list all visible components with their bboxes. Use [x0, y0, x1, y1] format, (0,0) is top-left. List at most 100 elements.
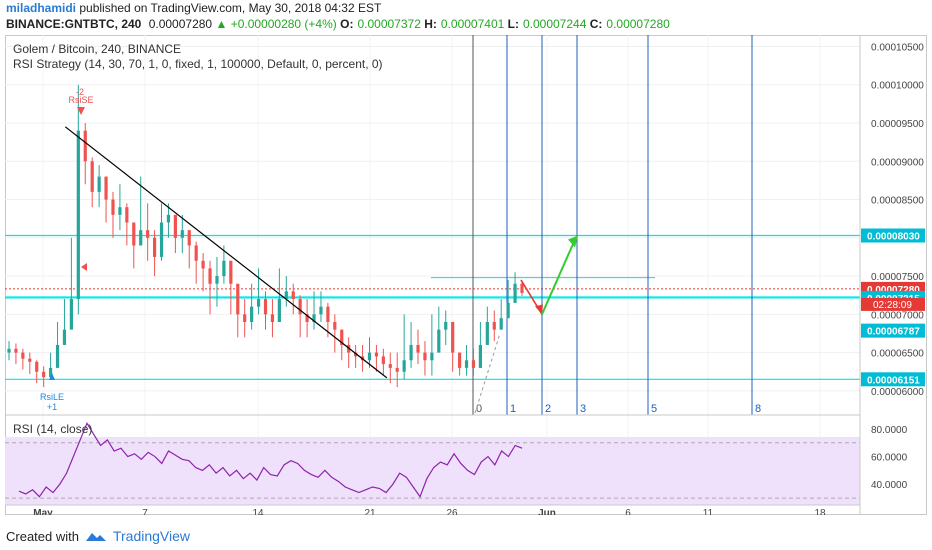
candle-body — [35, 361, 39, 372]
candle-body — [104, 176, 108, 200]
fib-zone-label: 1 — [510, 403, 516, 415]
rsi-tick-label: 40.0000 — [871, 480, 908, 491]
candle-body — [48, 367, 53, 378]
price-tag-bg — [861, 228, 925, 243]
candle-body — [42, 371, 46, 378]
candle-body — [7, 348, 11, 353]
price-tag-text: 0.00008030 — [867, 232, 920, 243]
price-tick-label: 0.00007000 — [871, 310, 924, 321]
price-tag-bg — [861, 323, 925, 338]
time-tick-label: 14 — [252, 508, 264, 515]
high-value: 0.00007401 — [440, 17, 505, 31]
time-tick-label: 26 — [446, 508, 458, 515]
author-link[interactable]: miladhamidi — [6, 1, 77, 15]
time-tick-label: 21 — [364, 508, 376, 515]
candle-body — [201, 260, 205, 269]
candle-body — [430, 352, 434, 361]
candle-body — [464, 360, 469, 368]
candle-body — [236, 283, 240, 315]
price-axis: 0.00010500 0.00010000 0.00009500 0.00009000… — [5, 35, 925, 515]
price-tick-label: 0.00007500 — [871, 272, 924, 283]
price-tick-label: 0.00010000 — [871, 81, 924, 92]
low-value: 0.00007244 — [522, 17, 587, 31]
candle-body — [208, 268, 212, 284]
rsi-label: RSI (14, close) — [13, 422, 92, 436]
time-tick-label: 18 — [814, 508, 826, 515]
chart-frame[interactable]: 0 1 2 3 5 8 -2 RsiSE RsiLE +1 0.00010500 0.000100… — [5, 35, 927, 519]
candle-body — [90, 161, 94, 192]
high-label: H: — [424, 17, 437, 31]
candle-body — [118, 207, 122, 215]
candle-body — [298, 299, 302, 315]
tradingview-brand[interactable]: TradingView — [112, 528, 191, 544]
candle-body — [132, 222, 136, 246]
created-with: Created with — [6, 528, 79, 544]
candle-body — [458, 352, 462, 368]
candle-body — [374, 352, 379, 357]
time-tick-label: Jun — [538, 508, 556, 515]
rsi-band — [5, 437, 860, 505]
time-tick-label: 7 — [142, 508, 148, 515]
candle-body — [478, 344, 483, 368]
tradingview-logo-icon — [85, 533, 106, 541]
candle-body — [367, 352, 372, 361]
candle-body — [326, 306, 330, 322]
candle-body — [173, 214, 177, 238]
chart-border — [5, 35, 927, 515]
candle-body — [152, 237, 157, 257]
bar-countdown: 02:28:09 — [873, 300, 912, 311]
candle-body — [76, 130, 80, 300]
candle-body — [312, 314, 316, 322]
price-tick-label: 0.00010500 — [871, 42, 924, 53]
change-up-icon: ▲ — [215, 17, 228, 31]
candle-body — [444, 321, 448, 330]
candle-body — [499, 318, 503, 330]
strategy-qty-long: +1 — [47, 402, 57, 412]
time-tick-label: May — [33, 508, 53, 515]
candle-body — [28, 358, 32, 362]
candle-body — [506, 302, 510, 319]
candle-body — [139, 230, 143, 246]
low-label: L: — [507, 17, 519, 31]
quote-line: BINANCE:GNTBTC, 240 0.00007280 ▲ +0.0000… — [6, 17, 670, 31]
candle-body — [146, 230, 150, 238]
candle-body — [471, 360, 476, 368]
candle-body — [243, 314, 247, 322]
rsi-tick-label: 80.0000 — [871, 425, 908, 436]
close-value: 0.00007280 — [606, 17, 670, 31]
candle-body — [388, 364, 392, 368]
candle-body — [520, 283, 524, 293]
fib-anchor-line — [474, 333, 501, 414]
price-tick-label: 0.00006000 — [871, 387, 924, 398]
candle-body — [62, 329, 67, 345]
open-label: O: — [340, 17, 354, 31]
legend: Golem / Bitcoin, 240, BINANCE RSI Strate… — [13, 42, 383, 436]
strategy-label: RSI Strategy (14, 30, 70, 1, 0, fixed, 1… — [13, 57, 383, 71]
candle-body — [194, 245, 198, 261]
candle-body — [187, 230, 191, 246]
price-tick-label: 0.00008500 — [871, 196, 924, 207]
bearish-arrow-head — [535, 304, 543, 315]
candle-body — [485, 321, 489, 345]
long-entry-arrow-icon — [49, 373, 55, 380]
close-label: C: — [589, 17, 603, 31]
rsi-pane — [5, 421, 860, 499]
candle-body — [55, 344, 60, 368]
time-axis: May 7 14 21 26 Jun 6 11 18 — [33, 508, 826, 519]
grid — [5, 35, 860, 505]
candle-body — [159, 222, 164, 257]
strategy-long-label: RsiLE — [40, 392, 64, 402]
price-tick-label: 0.00009000 — [871, 157, 924, 168]
candle-body — [250, 306, 254, 322]
candle-body — [395, 367, 399, 372]
fib-zone-label: 5 — [651, 403, 657, 415]
trendline — [64, 126, 388, 379]
change-value: +0.00000280 (+4%) — [230, 17, 337, 31]
candle-body — [437, 329, 441, 353]
price-tag-text: 0.00006151 — [867, 375, 920, 386]
time-tick-label: 11 — [703, 508, 714, 515]
price-tag-text: 0.00007280 — [867, 285, 920, 296]
fib-zone-label: 2 — [545, 403, 551, 415]
